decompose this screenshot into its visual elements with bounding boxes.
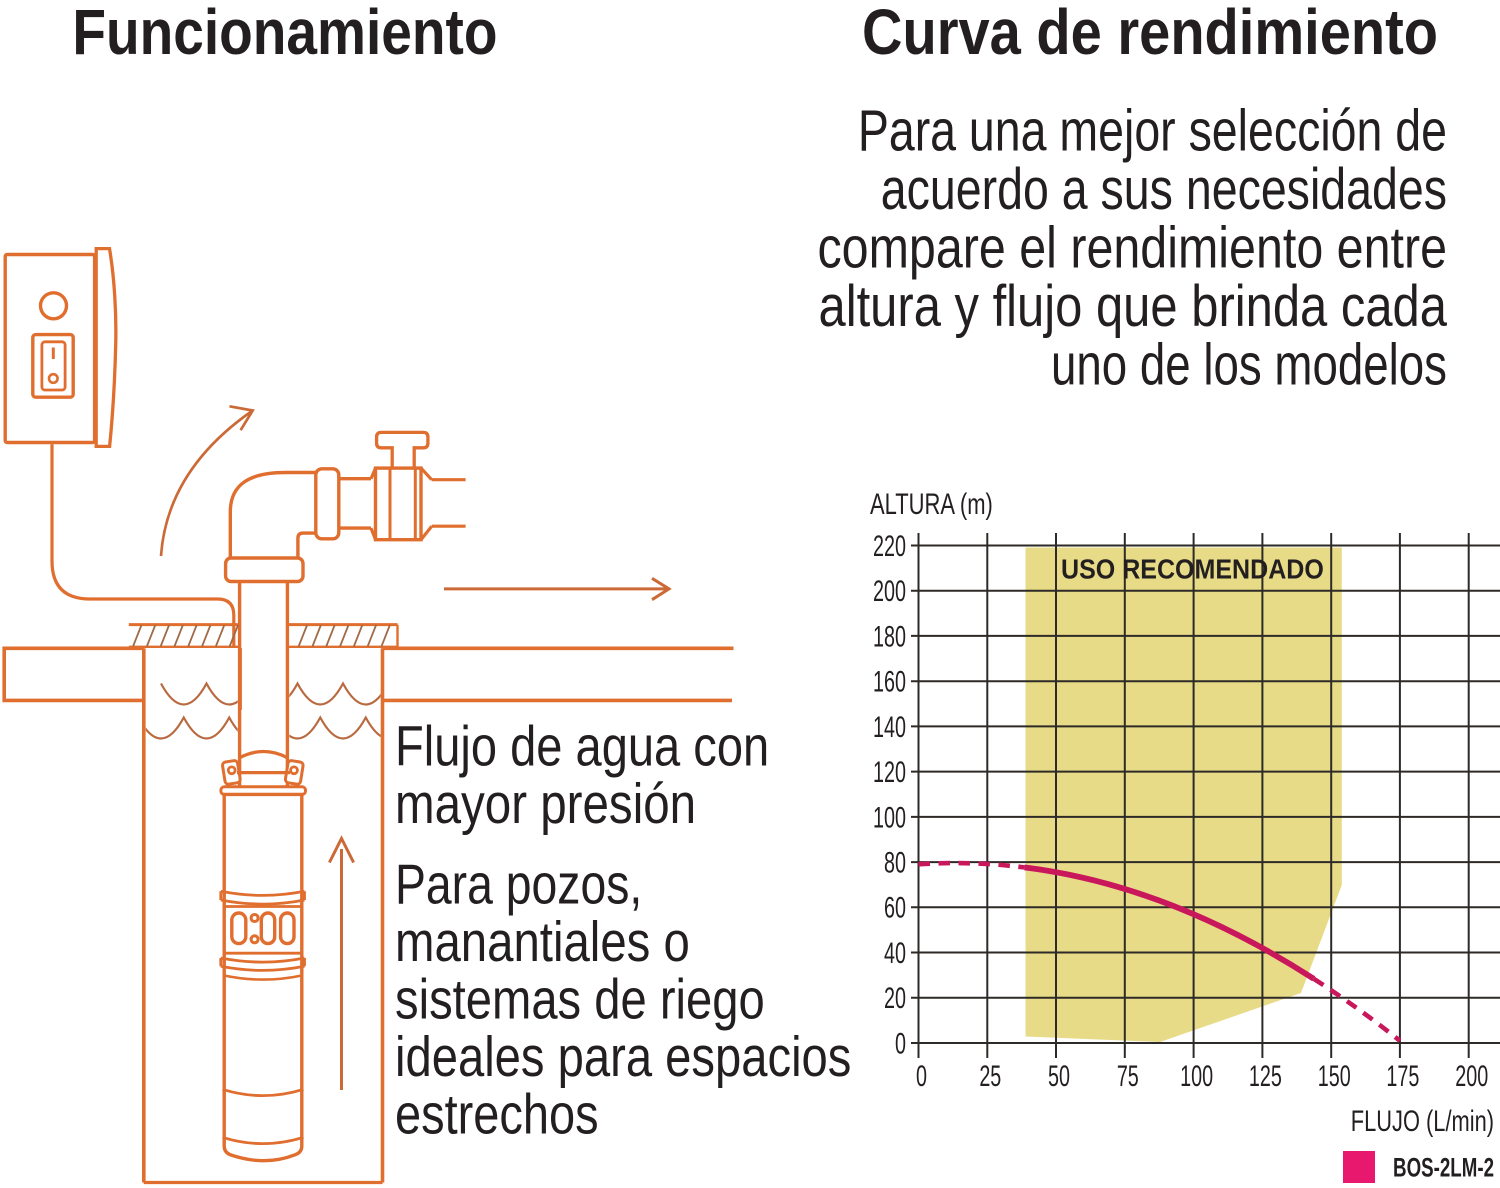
svg-text:Para una mejor selección de: Para una mejor selección de — [858, 99, 1447, 164]
svg-text:Curva de rendimiento: Curva de rendimiento — [862, 0, 1438, 68]
svg-text:uno de los modelos: uno de los modelos — [1051, 333, 1447, 397]
svg-text:0: 0 — [895, 1028, 906, 1061]
svg-text:ALTURA (m): ALTURA (m) — [870, 487, 993, 521]
svg-text:estrechos: estrechos — [395, 1083, 599, 1146]
svg-text:220: 220 — [873, 530, 906, 563]
svg-text:USO RECOMENDADO: USO RECOMENDADO — [1061, 553, 1324, 585]
svg-text:125: 125 — [1249, 1060, 1282, 1093]
svg-text:acuerdo a sus necesidades: acuerdo a sus necesidades — [881, 157, 1447, 222]
svg-text:100: 100 — [873, 801, 906, 834]
svg-text:160: 160 — [873, 666, 906, 699]
svg-text:120: 120 — [873, 756, 906, 789]
svg-text:180: 180 — [873, 620, 906, 653]
svg-text:150: 150 — [1318, 1060, 1351, 1093]
svg-text:Funcionamiento: Funcionamiento — [72, 0, 497, 68]
svg-text:40: 40 — [884, 937, 906, 970]
svg-text:manantiales o: manantiales o — [395, 911, 690, 974]
svg-text:50: 50 — [1048, 1060, 1070, 1093]
svg-text:60: 60 — [884, 892, 906, 925]
svg-text:80: 80 — [884, 847, 906, 880]
svg-text:200: 200 — [1455, 1060, 1488, 1093]
svg-text:140: 140 — [873, 711, 906, 744]
svg-text:25: 25 — [979, 1060, 1001, 1093]
svg-text:mayor presión: mayor presión — [395, 772, 696, 836]
svg-text:ideales para espacios: ideales para espacios — [395, 1026, 851, 1089]
svg-text:Para pozos,: Para pozos, — [395, 853, 642, 917]
svg-text:BOS-2LM-2: BOS-2LM-2 — [1393, 1152, 1494, 1182]
svg-text:20: 20 — [884, 982, 906, 1015]
svg-text:compare el rendimiento entre: compare el rendimiento entre — [817, 216, 1447, 280]
svg-text:altura y flujo que brinda cada: altura y flujo que brinda cada — [818, 274, 1447, 339]
svg-text:0: 0 — [916, 1060, 927, 1093]
svg-text:200: 200 — [873, 575, 906, 608]
svg-text:175: 175 — [1386, 1060, 1419, 1093]
svg-text:75: 75 — [1117, 1060, 1139, 1093]
svg-text:FLUJO (L/min): FLUJO (L/min) — [1351, 1104, 1494, 1138]
svg-text:100: 100 — [1180, 1060, 1213, 1093]
svg-text:sistemas de riego: sistemas de riego — [395, 968, 765, 1031]
svg-text:Flujo de agua con: Flujo de agua con — [395, 716, 769, 779]
